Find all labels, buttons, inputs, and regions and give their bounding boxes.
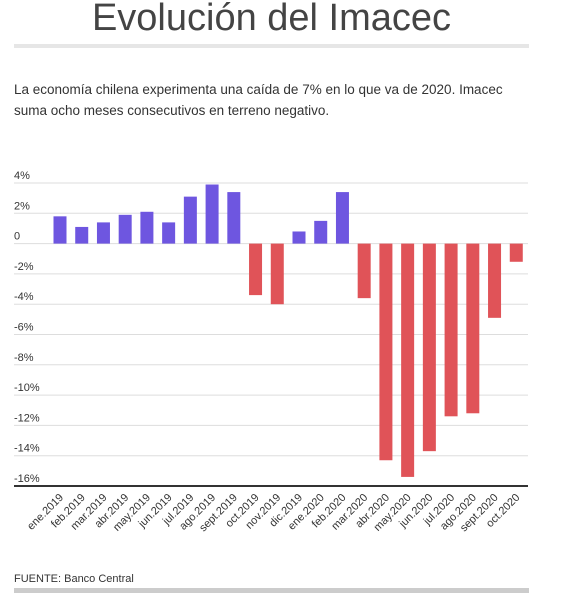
grid-lines <box>14 182 528 457</box>
y-tick-label: -2% <box>14 261 34 273</box>
imacec-bar-chart: 4% 2% 0 -2% -4% -6% -8% -10% -12% -14% -16% ene.20… <box>14 170 528 535</box>
bar-mar-2019 <box>96 222 110 244</box>
y-tick-label: -6% <box>14 322 34 334</box>
y-tick-label: -14% <box>14 443 40 455</box>
bar-abr-2020 <box>379 243 393 461</box>
bar-ene-2020 <box>314 220 328 244</box>
source-note: FUENTE: Banco Central <box>14 573 134 585</box>
bar-nov-2019 <box>270 243 284 305</box>
footer-divider <box>14 588 529 593</box>
chart-subtitle: La economía chilena experimenta una caíd… <box>14 82 503 118</box>
bars <box>53 184 523 477</box>
bar-ago-2019 <box>205 184 219 244</box>
bar-ene-2019 <box>53 216 67 244</box>
title-divider <box>14 44 529 48</box>
chart-title: Evolución del Imacec <box>91 0 452 39</box>
bar-jun-2020 <box>422 243 436 452</box>
y-tick-label: -10% <box>14 382 40 394</box>
bar-sept-2019 <box>227 192 241 244</box>
y-axis-ticks: 4% 2% 0 -2% -4% -6% -8% -10% -12% -14% -16% <box>14 170 40 485</box>
bar-feb-2020 <box>335 192 349 244</box>
bar-sept-2020 <box>488 243 502 318</box>
y-tick-label: -12% <box>14 412 40 424</box>
y-tick-label: -4% <box>14 291 34 303</box>
bar-dic-2019 <box>292 231 306 244</box>
y-tick-label: -16% <box>14 473 40 485</box>
x-axis-ticks: ene.2019feb.2019mar.2019abr.2019may.2019… <box>25 492 522 535</box>
y-tick-label: 4% <box>14 170 30 182</box>
bar-abr-2019 <box>118 214 132 244</box>
bar-oct-2019 <box>249 243 263 296</box>
bar-ago-2020 <box>466 243 480 414</box>
y-tick-label: -8% <box>14 352 34 364</box>
y-tick-label: 0 <box>14 231 20 243</box>
bar-feb-2019 <box>75 226 89 244</box>
bar-jun-2019 <box>162 222 176 244</box>
bar-oct-2020 <box>509 243 523 262</box>
bar-may-2020 <box>401 243 415 477</box>
bar-may-2019 <box>140 211 154 244</box>
bar-mar-2020 <box>357 243 371 299</box>
bar-jul-2019 <box>183 196 197 244</box>
y-tick-label: 2% <box>14 200 30 212</box>
bar-jul-2020 <box>444 243 458 417</box>
